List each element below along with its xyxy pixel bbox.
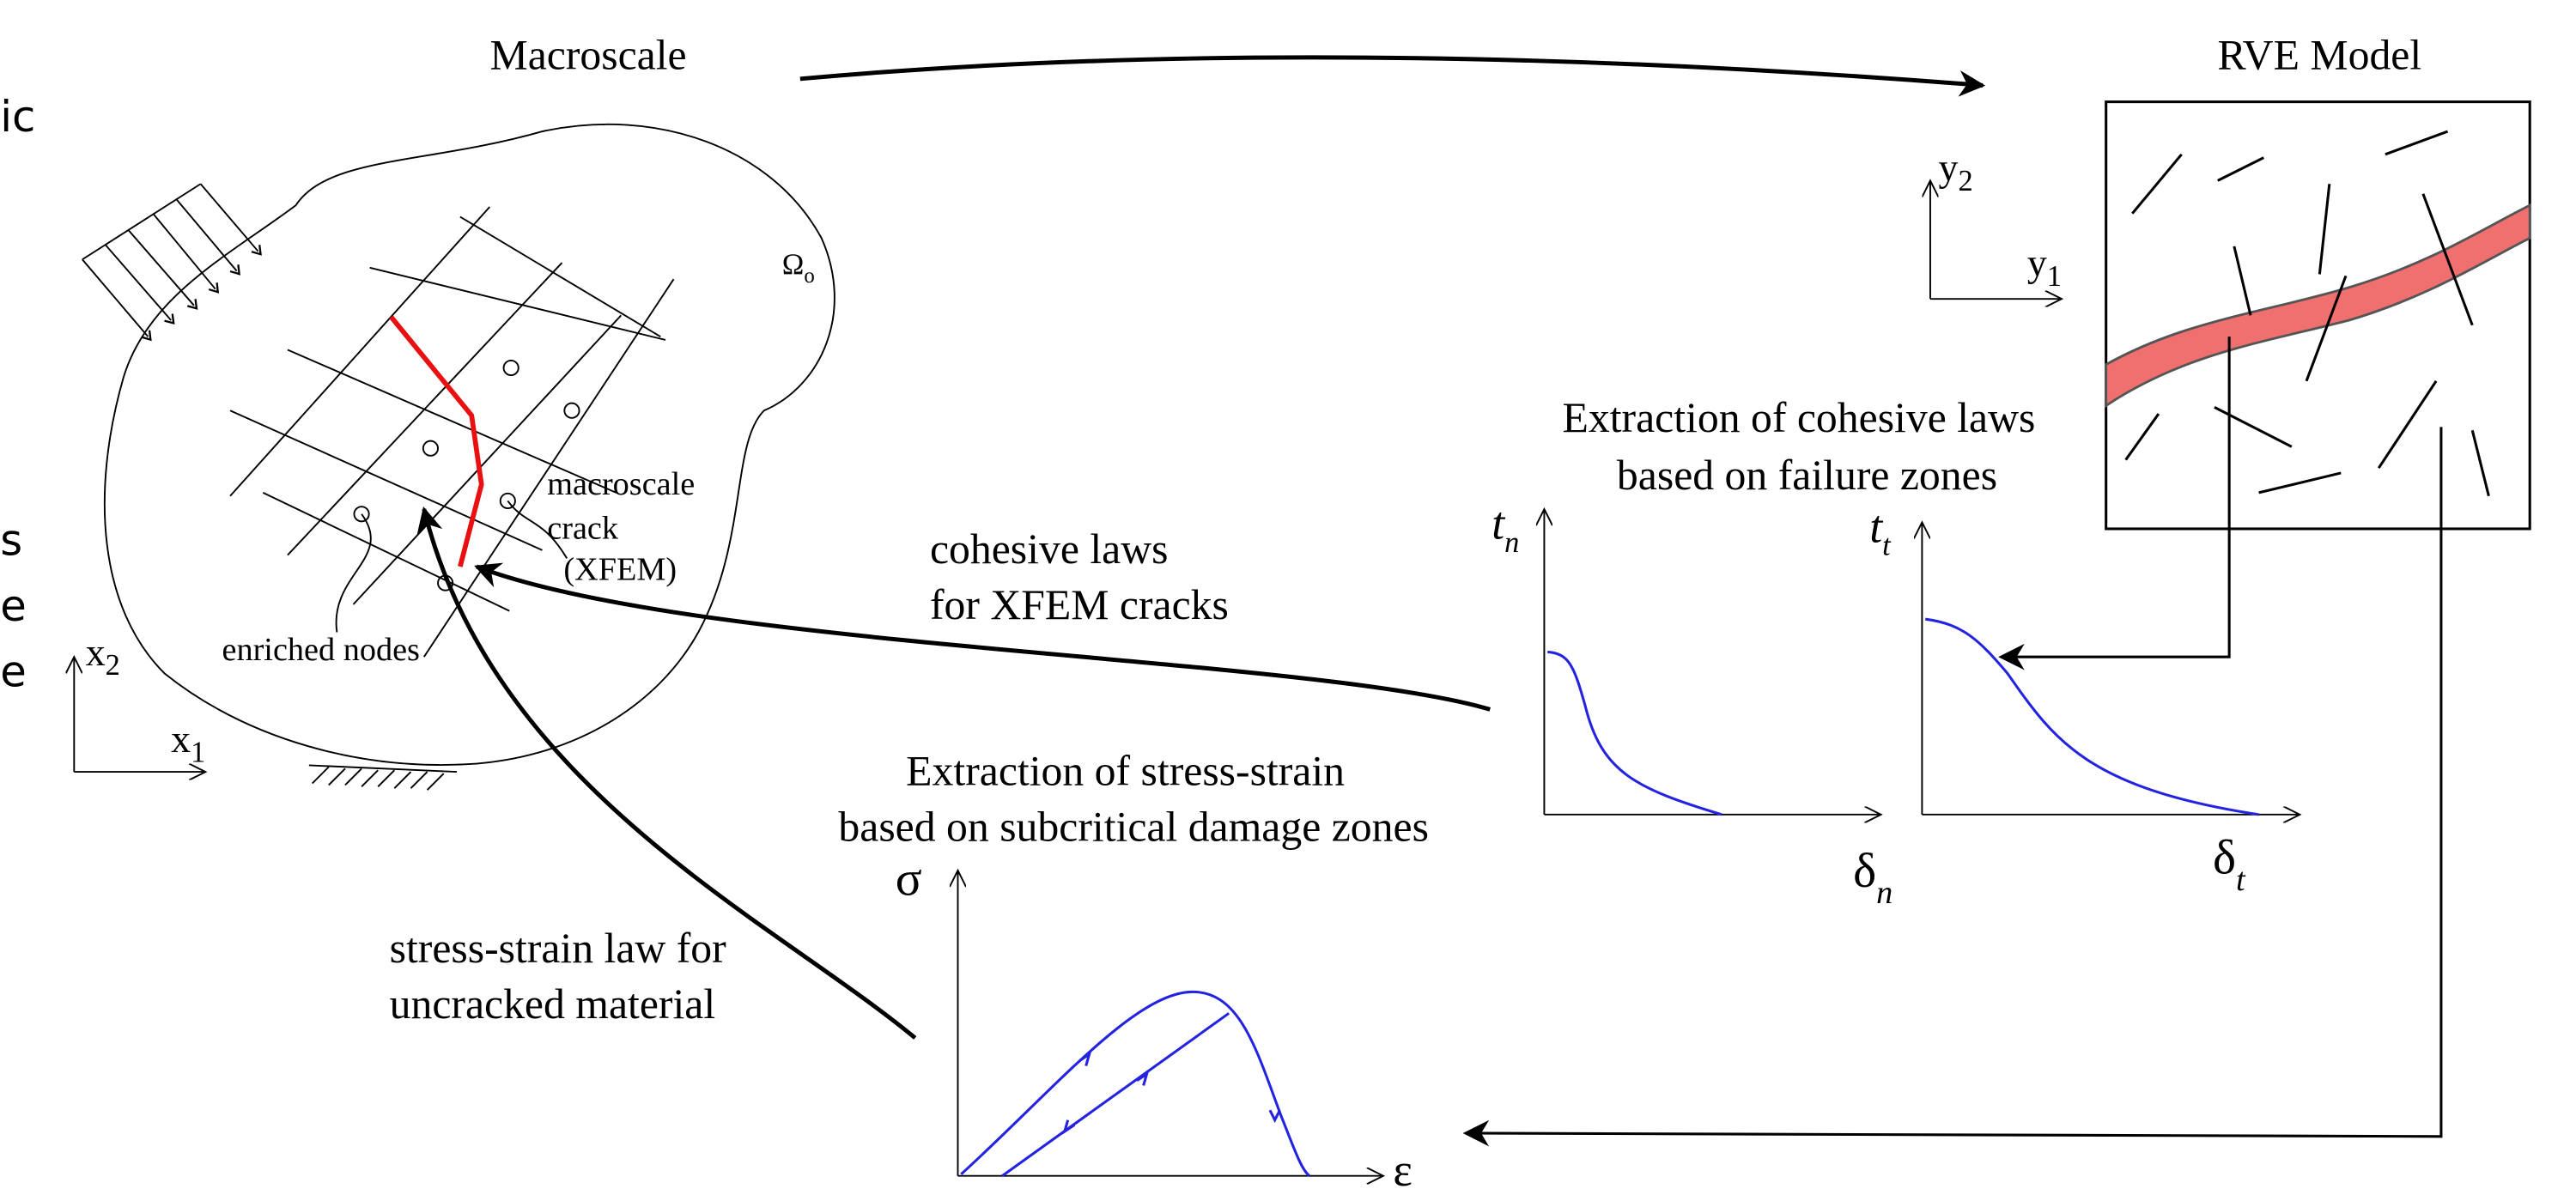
axis-label: x2 [86, 630, 120, 682]
axis-label: σ [896, 852, 922, 907]
label-part: t [1869, 500, 1883, 552]
body-outline [103, 123, 835, 766]
label-part: 1 [2047, 260, 2062, 293]
fragment: s [0, 516, 22, 566]
label-part: y [2027, 240, 2047, 284]
nodes-label: enriched nodes [222, 632, 419, 668]
leader [507, 500, 568, 559]
stress-title: Extraction of stress-strain [906, 747, 1345, 794]
fragment: e [0, 581, 27, 631]
path-arrows [1062, 1051, 1281, 1135]
arrow-label: stress-strain law for [390, 925, 727, 972]
load-arrows [82, 183, 262, 342]
macroscale-title: Macroscale [490, 31, 687, 78]
label-part: 2 [1958, 165, 1972, 197]
label-part: t [1492, 497, 1505, 549]
cohesive-curve [1925, 617, 2259, 816]
arrow-label: for XFEM cracks [930, 581, 1229, 628]
rve-crack-band [2105, 203, 2531, 409]
fragment: e [0, 647, 27, 697]
mesh [229, 206, 675, 658]
label-part: n [1504, 526, 1519, 559]
rve-title: RVE Model [2218, 31, 2422, 78]
crack-label: crack [547, 510, 619, 546]
crack [389, 315, 484, 567]
support-hatch [308, 764, 458, 791]
label-part: 2 [106, 649, 120, 682]
arrow [416, 507, 917, 1040]
arrow [799, 55, 1986, 97]
stress-title: based on subcritical damage zones [838, 803, 1429, 850]
axis-label: tn [1492, 497, 1519, 558]
rve-box [2105, 100, 2531, 531]
leader [335, 513, 372, 633]
axis-label: x1 [171, 717, 205, 768]
cohesive-curve [1547, 650, 1722, 816]
axis-label: y1 [2027, 240, 2062, 292]
arrow [1462, 427, 2443, 1147]
domain-label: Ωo [782, 248, 815, 288]
axis-label: tt [1869, 500, 1892, 561]
cohesive-title: based on failure zones [1617, 452, 1997, 499]
label-part: x [86, 630, 106, 674]
arrow-label: uncracked material [390, 980, 716, 1028]
unloading-line [1001, 1012, 1230, 1177]
label-part: x [171, 717, 191, 761]
label-part: Ω [782, 248, 805, 281]
arrow-label: cohesive laws [930, 525, 1169, 573]
label-part: 1 [191, 737, 205, 769]
axis-label: ε [1393, 1144, 1413, 1189]
arrow [474, 562, 1492, 712]
cohesive-title: Extraction of cohesive laws [1563, 394, 2036, 441]
crack-label: macroscale [547, 466, 695, 502]
fragment: ic [0, 92, 35, 142]
stress-curve [960, 990, 1310, 1177]
fibers [2124, 130, 2490, 497]
arrow [1998, 337, 2231, 670]
enriched-nodes [353, 359, 580, 591]
crack-label: (XFEM) [563, 551, 677, 587]
axis-label: y2 [1939, 145, 1973, 197]
label-part: δ [2213, 831, 2236, 885]
label-part: t [1882, 530, 1892, 562]
axis-label: δn [1853, 844, 1893, 911]
label-part: t [2236, 862, 2246, 898]
label-part: o [804, 264, 814, 288]
label-part: n [1876, 875, 1893, 911]
label-part: δ [1853, 844, 1876, 898]
label-part: y [1939, 145, 1959, 189]
axis-label: δt [2213, 831, 2246, 898]
